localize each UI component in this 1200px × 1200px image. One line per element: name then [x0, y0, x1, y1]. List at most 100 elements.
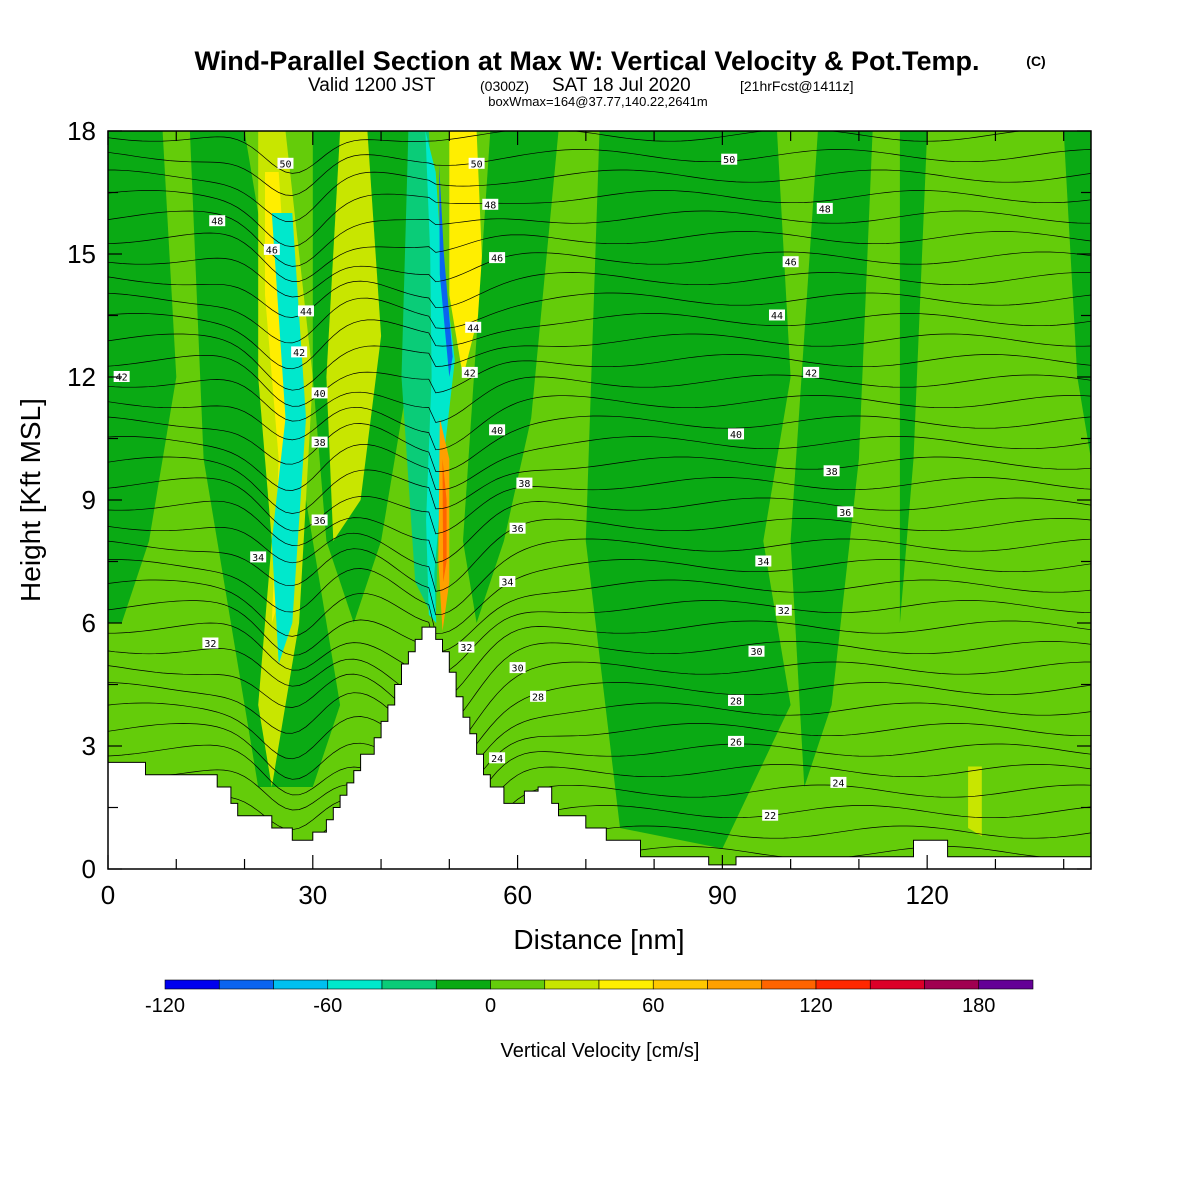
theta-contour-line — [108, 477, 1091, 535]
colorbar-label: Vertical Velocity [cm/s] — [501, 1040, 700, 1062]
theta-contour-line — [108, 415, 1091, 472]
contour-label-box — [728, 428, 745, 440]
contour-label: 36 — [509, 522, 526, 535]
contour-label-text: 38 — [314, 438, 326, 449]
contour-label: 32 — [458, 641, 475, 654]
contour-label-box — [461, 366, 478, 378]
contour-label-text: 48 — [211, 217, 223, 228]
contour-label: 38 — [311, 436, 328, 449]
velocity-region — [439, 163, 453, 377]
theta-contour-line — [108, 169, 1091, 222]
contour-label-text: 46 — [266, 245, 278, 256]
colorbar-swatch — [327, 979, 383, 990]
contour-label: 26 — [728, 735, 745, 748]
colorbar-swatch — [869, 979, 925, 990]
y-tick-label: 9 — [82, 485, 96, 515]
contour-label: 40 — [311, 387, 328, 400]
contour-label-text: 22 — [764, 811, 776, 822]
contour-label-box — [458, 641, 475, 653]
contour-label-box — [465, 321, 482, 333]
theta-contour-line — [108, 620, 1091, 704]
theta-contour-line — [108, 251, 1091, 298]
contour-label: 44 — [768, 309, 785, 322]
x-tick-label: 0 — [101, 880, 115, 910]
contour-label-text: 48 — [819, 204, 831, 215]
contour-label: 34 — [755, 555, 772, 568]
colorbar-tick-label: -120 — [145, 995, 185, 1017]
contour-label: 46 — [263, 243, 280, 256]
contour-label-box — [489, 424, 506, 436]
theta-contour-line — [108, 702, 1091, 796]
colorbar-swatch — [381, 979, 437, 990]
contour-label: 46 — [782, 256, 799, 269]
velocity-region — [108, 131, 177, 623]
theta-contour-line — [108, 743, 1091, 845]
contour-label: 24 — [830, 776, 847, 789]
contour-label-text: 34 — [501, 578, 513, 589]
contour-label: 36 — [837, 506, 854, 519]
contour-label-text: 42 — [805, 368, 817, 379]
contour-label-box — [721, 153, 738, 165]
plot-area: 50 48 46 44 42 40 38 36 34 32 42 50 48 46 44 42 40 38 36 34… — [108, 131, 1091, 869]
theta-contour-line — [108, 641, 1091, 734]
theta-contour-line — [108, 682, 1091, 778]
theta-contour-line — [108, 374, 1091, 423]
contour-label: 30 — [509, 662, 526, 675]
y-tick-label: 18 — [67, 116, 96, 146]
contour-label-text: 36 — [512, 524, 524, 535]
colorbar-tick-label: 60 — [642, 995, 664, 1017]
velocity-region — [968, 766, 982, 837]
contour-label: 28 — [728, 694, 745, 707]
velocity-region — [463, 131, 559, 623]
colorbar-swatch — [273, 979, 329, 990]
colorbar-swatch — [435, 979, 491, 990]
y-tick-label: 0 — [82, 854, 96, 884]
contour-label-box — [297, 305, 314, 317]
colorbar-tick-label: 0 — [485, 995, 496, 1017]
contour-label-text: 42 — [293, 348, 305, 359]
colorbar-swatch — [707, 979, 763, 990]
contour-label-box — [468, 157, 485, 169]
contour-label: 46 — [489, 252, 506, 265]
contour-label-box — [250, 551, 267, 563]
contour-label-box — [202, 637, 219, 649]
contour-label-box — [823, 465, 840, 477]
subtitle-box: boxWmax=164@37.77,140.22,2641m — [488, 94, 708, 109]
contour-label-box — [263, 243, 280, 255]
contour-label-box — [837, 506, 854, 518]
colorbar-swatch — [598, 979, 654, 990]
chart-title: Wind-Parallel Section at Max W: Vertical… — [195, 46, 980, 76]
theta-contour-line — [108, 272, 1091, 318]
contour-label: 34 — [250, 551, 267, 564]
contour-label-box — [728, 694, 745, 706]
x-tick-label: 120 — [905, 880, 948, 910]
theta-contour-line — [108, 436, 1091, 491]
contour-label-text: 42 — [116, 373, 128, 384]
theta-contour-line — [108, 354, 1091, 407]
contour-label: 48 — [816, 202, 833, 215]
contour-label-box — [775, 604, 792, 616]
contour-label-box — [509, 522, 526, 534]
terrain-mask — [108, 626, 1091, 869]
contour-label: 30 — [748, 645, 765, 658]
colorbar-tick-label: -60 — [313, 995, 342, 1017]
contour-label: 24 — [489, 752, 506, 765]
contour-label-text: 38 — [826, 467, 838, 478]
theta-contour-line — [108, 764, 1091, 869]
contour-label-text: 24 — [832, 778, 844, 789]
y-tick-label: 15 — [67, 239, 96, 269]
contour-label-box — [803, 366, 820, 378]
contour-label-box — [516, 477, 533, 489]
contour-label-text: 50 — [279, 159, 291, 170]
colorbar-swatch — [490, 979, 546, 990]
y-tick-label: 6 — [82, 608, 96, 638]
y-tick-label: 12 — [67, 362, 96, 392]
colorbar-swatch — [924, 979, 980, 990]
colorbar: -120 -60 0 60 120 180 — [145, 979, 1034, 1017]
colorbar-swatch — [164, 979, 220, 990]
subtitle-valid: Valid 1200 JST — [308, 75, 436, 96]
contour-label: 48 — [209, 215, 226, 228]
contour-label-box — [755, 555, 772, 567]
theta-contour-line — [108, 538, 1091, 616]
